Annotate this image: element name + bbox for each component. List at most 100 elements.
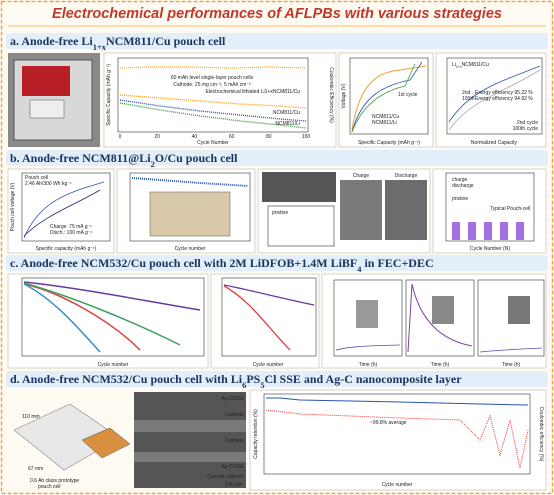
capacity-curve [23,282,181,346]
axis-label: Voltage (V) [341,83,347,108]
layer [134,452,246,462]
annotation: Energy efficiency 94.92 % [475,96,533,102]
text-run: NCM811/Cu [462,62,489,68]
axis-label: Coulombic efficiency (%) [538,407,544,462]
panel [435,52,547,148]
axis-label: Cycle number [175,246,206,252]
title: Electrochemical performances of AFLPBs w… [52,6,502,22]
header-box [6,255,548,271]
capacity-curve [119,99,307,122]
axis-label: Pouch cell voltage (V) [10,182,16,231]
axis-label: Specific capacity (mAh g⁻¹) [36,246,97,252]
text-run: O/Cu pouch cell [155,151,238,165]
annotation: Pouch cell [25,175,48,181]
annotation: 60 mAh level single-layer pouch cells [171,75,254,81]
x-tick-label: 0 [119,134,122,140]
legend-label: Li1+xNCM811/Cu [452,62,489,69]
plot-area [21,172,111,242]
stack-drawing [81,427,131,459]
plot-area [129,172,251,242]
axis-label: Cycle Number [197,140,229,146]
text-run: b. Anode-free NCM811@Li [10,151,151,165]
plot-area [446,57,543,135]
annotation: 1st cycle [398,92,418,98]
capacity-curve [23,283,101,353]
section-header: c. Anode-free NCM532/Cu pouch cell with … [10,256,434,274]
annotation: Cathode: 25 mg cm⁻², 5 mAh cm⁻² [173,82,251,88]
sem-image [385,180,427,240]
plot-area [405,279,475,357]
scale-bar: 100 µm [225,482,242,488]
capacity-curve [223,285,291,351]
sem-image [340,180,382,240]
layer [134,420,246,432]
caption: 0.6 Ah class prototype [30,478,79,484]
text-run: NCM811/Cu pouch cell [106,34,226,48]
section-header: d. Anode-free NCM532/Cu pouch cell with … [10,372,462,390]
legend-label: 2nd cycle [517,120,538,126]
voltage-curve [23,181,105,239]
plot-area [221,277,317,357]
axis-label: Cycle number [382,482,413,488]
dimension: 67 mm [28,466,43,472]
legend-label: Electrochemical lithiated Li1+xNCM811/Cu [205,89,300,95]
section-header: a. Anode-free Li1+xNCM811/Cu pouch cell [10,34,226,52]
plot-area [349,57,429,135]
section-header: b. Anode-free NCM811@Li2O/Cu pouch cell [10,151,238,169]
x-tick-label: 20 [154,134,160,140]
caption: pouch cell [38,484,61,490]
text-run: Li [452,62,456,68]
cell-tag [29,99,65,119]
axis-label: Specific Capacity (mAh g⁻¹) [358,140,420,146]
axis-label: Time (h) [502,362,521,368]
text-run: d. Anode-free NCM532/Cu pouch cell with … [10,372,243,386]
axis-label: Cycle number [98,362,129,368]
plot-area [21,277,205,357]
dimension: 110 mm [22,414,40,420]
subscript: 2 [151,160,155,169]
sem-image [134,392,246,488]
plot-area [445,172,535,242]
annotation: Disch.: 100 mA g⁻¹ [50,230,92,236]
subscript: 4 [357,265,362,274]
ce-curve [119,66,307,69]
cell-label [22,66,70,96]
capacity-curve [131,177,249,187]
legend-label: pristine [272,210,288,216]
capacity-curve [119,94,307,109]
axis-label: Normalized Capacity [471,140,518,146]
text-run: a. Anode-free Li [10,34,93,48]
text-run: c. Anode-free NCM532/Cu pouch cell with … [10,256,357,270]
header-box [6,150,548,166]
subscript: 6 [242,381,246,390]
layer-label: Cathode [225,412,244,418]
panel [103,52,337,148]
plot-area [267,205,335,247]
legend-label: NCM811/Li [372,120,397,126]
text-run: in FEC+DEC [361,256,433,270]
annotation: Typical Pouch-cell [490,206,530,212]
photo [149,191,231,237]
x-tick-label: 100 [302,134,311,140]
layer-label: Ag-C/SSE [221,396,244,402]
capacity-curve [223,284,315,306]
plot-area [263,393,531,475]
text-run: PS [246,372,260,386]
header-box [6,33,548,49]
axis-label: Coulombic Efficiency (%) [328,67,334,123]
axis-label: Cycle Number (N) [470,246,510,252]
gas-curve [335,344,401,351]
text-run: Cl SSE and Ag-C nanocomposite layer [265,372,463,386]
legend-label: NCM811/Cu [273,110,300,116]
panel [249,389,547,491]
subscript: 5 [260,381,264,390]
plot-area [333,279,403,357]
photo [432,296,454,324]
axis-label: Capacity retention (%) [253,409,259,459]
legend-label: pristine [452,196,468,202]
ce-curve [266,397,529,406]
x-tick-label: 80 [266,134,272,140]
voltage-curve [351,65,427,131]
legend-label: NCM811/Li [275,121,300,127]
